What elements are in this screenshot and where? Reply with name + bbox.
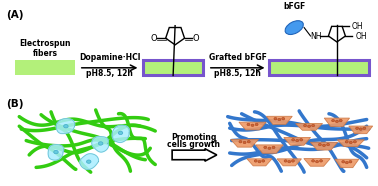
- Bar: [143, 60, 203, 76]
- Text: O: O: [150, 34, 157, 43]
- Polygon shape: [48, 145, 64, 160]
- Polygon shape: [296, 124, 322, 130]
- Ellipse shape: [255, 123, 258, 126]
- Ellipse shape: [247, 140, 250, 143]
- Polygon shape: [266, 116, 292, 124]
- Ellipse shape: [339, 119, 342, 122]
- Polygon shape: [337, 140, 364, 147]
- Ellipse shape: [284, 160, 287, 162]
- Text: O: O: [192, 34, 199, 43]
- Ellipse shape: [349, 141, 352, 144]
- Ellipse shape: [98, 142, 103, 145]
- Bar: [15, 60, 75, 76]
- Ellipse shape: [353, 141, 356, 143]
- Ellipse shape: [87, 160, 91, 163]
- Ellipse shape: [332, 119, 335, 122]
- Bar: [270, 60, 369, 76]
- Polygon shape: [324, 118, 350, 126]
- Ellipse shape: [54, 150, 58, 154]
- Text: OH: OH: [352, 22, 364, 31]
- Polygon shape: [80, 154, 98, 169]
- Ellipse shape: [345, 141, 348, 143]
- Ellipse shape: [268, 147, 271, 149]
- Ellipse shape: [345, 161, 348, 164]
- Ellipse shape: [335, 120, 338, 123]
- Polygon shape: [231, 139, 259, 147]
- Ellipse shape: [282, 118, 285, 120]
- Ellipse shape: [311, 124, 314, 127]
- Ellipse shape: [342, 161, 345, 163]
- Polygon shape: [56, 119, 75, 134]
- Text: NH: NH: [310, 31, 321, 41]
- Ellipse shape: [316, 161, 319, 163]
- Ellipse shape: [300, 139, 303, 141]
- Ellipse shape: [278, 118, 281, 121]
- Ellipse shape: [274, 118, 277, 120]
- Ellipse shape: [247, 123, 250, 126]
- Ellipse shape: [272, 146, 275, 149]
- Ellipse shape: [359, 128, 362, 130]
- Polygon shape: [335, 159, 359, 168]
- Ellipse shape: [327, 143, 330, 146]
- Polygon shape: [239, 122, 266, 130]
- Polygon shape: [310, 142, 338, 150]
- Ellipse shape: [318, 143, 321, 146]
- Polygon shape: [112, 125, 129, 142]
- Text: Grafted bFGF: Grafted bFGF: [209, 53, 266, 62]
- Ellipse shape: [285, 21, 303, 35]
- Text: pH8.5, 12h: pH8.5, 12h: [86, 69, 133, 78]
- Ellipse shape: [291, 160, 294, 162]
- Text: Electrospun
fibers: Electrospun fibers: [19, 39, 71, 58]
- Ellipse shape: [349, 161, 352, 163]
- Polygon shape: [277, 159, 302, 166]
- Text: pH8.5, 12h: pH8.5, 12h: [214, 69, 261, 78]
- Ellipse shape: [243, 141, 246, 144]
- FancyArrow shape: [172, 149, 217, 161]
- Ellipse shape: [258, 161, 261, 163]
- Polygon shape: [284, 137, 311, 145]
- Text: OH: OH: [355, 31, 367, 41]
- Ellipse shape: [308, 125, 311, 127]
- Polygon shape: [349, 126, 373, 134]
- Text: Dopamine·HCl: Dopamine·HCl: [79, 53, 140, 62]
- Polygon shape: [256, 145, 283, 153]
- Polygon shape: [304, 159, 330, 166]
- Ellipse shape: [363, 127, 366, 129]
- Ellipse shape: [118, 131, 123, 135]
- Ellipse shape: [264, 146, 267, 149]
- Ellipse shape: [304, 124, 307, 127]
- Text: (A): (A): [6, 10, 24, 20]
- Ellipse shape: [251, 124, 254, 126]
- Ellipse shape: [64, 125, 68, 128]
- Ellipse shape: [292, 139, 295, 141]
- Ellipse shape: [322, 144, 325, 147]
- Polygon shape: [247, 159, 272, 166]
- Ellipse shape: [239, 140, 242, 143]
- Text: cells growth: cells growth: [167, 140, 220, 149]
- Ellipse shape: [356, 127, 359, 129]
- Text: Promoting: Promoting: [171, 134, 217, 142]
- Text: bFGF: bFGF: [283, 2, 305, 11]
- Ellipse shape: [254, 160, 257, 162]
- Polygon shape: [92, 137, 108, 152]
- Ellipse shape: [319, 160, 322, 162]
- Ellipse shape: [262, 160, 265, 162]
- Text: (B): (B): [6, 99, 24, 109]
- Ellipse shape: [296, 139, 299, 142]
- Ellipse shape: [311, 160, 314, 162]
- Ellipse shape: [288, 161, 291, 163]
